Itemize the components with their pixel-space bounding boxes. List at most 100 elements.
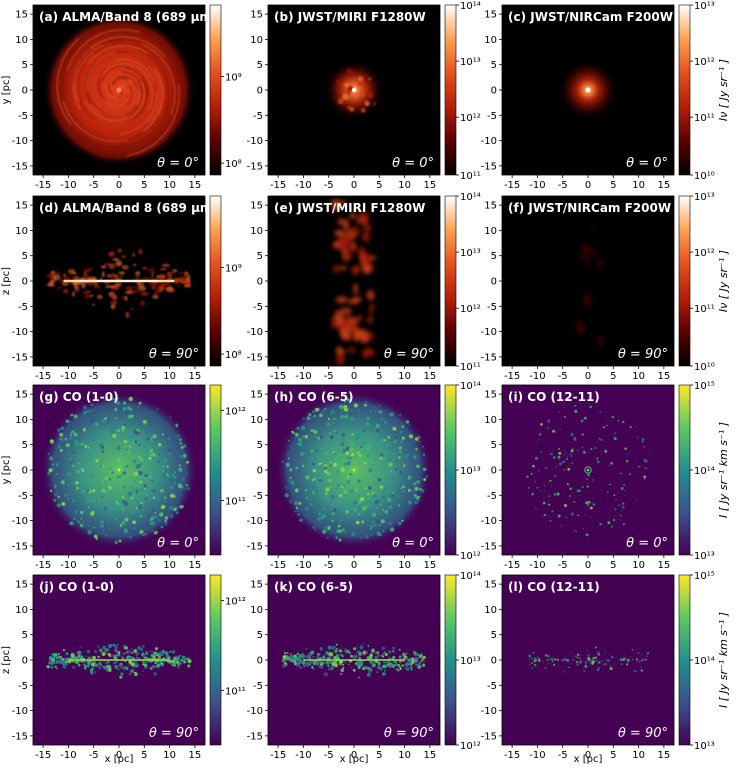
x-tick-label: 5 xyxy=(376,371,382,382)
x-tick-label: 10 xyxy=(632,560,645,571)
x-tick-label: 15 xyxy=(189,750,202,761)
x-tick-label: -10 xyxy=(295,560,311,571)
edge-on-disk xyxy=(46,248,192,318)
y-tick-label: 0 xyxy=(257,466,263,477)
colorbar-tick-label: 10¹⁰ xyxy=(694,362,715,373)
colorbar-tick-label: 10⁸ xyxy=(225,159,242,170)
x-tick-label: -5 xyxy=(558,371,568,382)
x-tick-label: 5 xyxy=(376,560,382,571)
x-tick-label: -5 xyxy=(558,180,568,191)
x-tick-label: 0 xyxy=(585,560,591,571)
x-tick-label: -5 xyxy=(324,180,334,191)
y-tick-label: 5 xyxy=(257,60,263,71)
colorbar-tick-label: 10¹⁴ xyxy=(694,656,715,667)
panel-label: (i) CO (12-11) xyxy=(508,390,600,404)
y-tick-label: 15 xyxy=(484,10,497,21)
y-tick-label: 0 xyxy=(22,656,28,667)
x-tick-label: 10 xyxy=(632,371,645,382)
x-axis-label: x [pc] xyxy=(105,754,134,765)
y-tick-label: -5 xyxy=(253,491,263,502)
x-tick-label: 0 xyxy=(116,750,122,761)
colorbar-tick-label: 10⁹ xyxy=(225,263,242,274)
x-tick-label: 5 xyxy=(610,180,616,191)
y-tick-label: -15 xyxy=(247,161,263,172)
y-tick-label: -10 xyxy=(481,327,497,338)
x-tick-label: -5 xyxy=(324,750,334,761)
y-tick-label: 10 xyxy=(250,605,263,616)
x-tick-label: 15 xyxy=(189,371,202,382)
theta-label: θ = 0° xyxy=(157,536,199,551)
y-tick-label: 10 xyxy=(484,605,497,616)
spiral-filaments xyxy=(54,29,183,159)
panel-1-1: (e) JWST/MIRI F1280W θ = 90° -15 -15 -10 -10 -… xyxy=(247,192,481,382)
x-tick-label: 0 xyxy=(585,180,591,191)
x-tick-label: -5 xyxy=(89,180,99,191)
colorbar-tick-label: 10¹² xyxy=(225,597,246,608)
co-edge-disk xyxy=(528,646,650,673)
x-axis-label: x [pc] xyxy=(574,754,603,765)
x-tick-label: -5 xyxy=(324,560,334,571)
x-tick-label: 10 xyxy=(398,180,411,191)
panel-3-1: (k) CO (6-5) θ = 90° -15 -15 -10 -10 -5 -5 0 0 5 5 1… xyxy=(247,571,481,761)
x-tick-label: -15 xyxy=(35,560,51,571)
co-clumps xyxy=(47,396,191,545)
x-tick-label: 10 xyxy=(398,371,411,382)
y-tick-label: -15 xyxy=(12,352,28,363)
x-tick-label: 5 xyxy=(610,371,616,382)
x-tick-label: -10 xyxy=(60,371,76,382)
y-tick-label: 5 xyxy=(22,60,28,71)
colorbar-tick-label: 10¹² xyxy=(225,407,246,418)
colorbar-tick-label: 10¹³ xyxy=(694,551,715,562)
colorbar-tick-label: 10¹³ xyxy=(694,1,715,12)
x-tick-label: 0 xyxy=(351,750,357,761)
panel-label: (c) JWST/NIRCam F200W xyxy=(508,10,673,24)
x-tick-label: -15 xyxy=(35,750,51,761)
theta-label: θ = 0° xyxy=(157,156,199,171)
y-tick-label: 15 xyxy=(250,580,263,591)
y-tick-label: -10 xyxy=(481,136,497,147)
colorbar-tick-label: 10¹¹ xyxy=(460,362,481,373)
y-tick-label: -15 xyxy=(481,541,497,552)
x-tick-label: -10 xyxy=(60,750,76,761)
colorbar-tick-label: 10¹³ xyxy=(460,656,481,667)
x-tick-label: -10 xyxy=(295,750,311,761)
theta-label: θ = 90° xyxy=(618,347,668,362)
y-axis-label: y [pc] xyxy=(1,76,12,105)
y-tick-label: 5 xyxy=(491,440,497,451)
theta-label: θ = 0° xyxy=(392,536,434,551)
y-tick-label: -5 xyxy=(253,111,263,122)
colorbar-tick-label: 10¹¹ xyxy=(694,113,715,124)
y-tick-label: -15 xyxy=(247,352,263,363)
colorbar-tick-label: 10⁸ xyxy=(225,350,242,361)
colorbar-label: Iν [ Jy sr⁻¹ ] xyxy=(717,59,730,121)
y-tick-label: 0 xyxy=(491,466,497,477)
y-tick-label: -5 xyxy=(18,681,28,692)
colorbar-tick-label: 10¹⁰ xyxy=(694,171,715,182)
x-tick-label: 5 xyxy=(141,560,147,571)
theta-label: θ = 0° xyxy=(392,156,434,171)
x-tick-label: 5 xyxy=(141,180,147,191)
colorbar-tick-label: 10¹³ xyxy=(694,192,715,203)
x-tick-label: 0 xyxy=(351,180,357,191)
colorbar-tick-label: 10¹⁴ xyxy=(460,381,481,392)
x-tick-label: 0 xyxy=(585,371,591,382)
colorbar xyxy=(209,195,222,367)
panel-background xyxy=(502,575,674,745)
y-tick-label: 15 xyxy=(250,10,263,21)
y-tick-label: -5 xyxy=(253,681,263,692)
panel-3-0: (j) CO (1-0) θ = 90° -15 -15 -10 -10 -5 -5 0 0 5 5 1… xyxy=(12,574,246,761)
y-tick-label: 10 xyxy=(250,415,263,426)
y-tick-label: -5 xyxy=(487,491,497,502)
y-tick-label: -5 xyxy=(18,111,28,122)
x-tick-label: -10 xyxy=(529,180,545,191)
x-tick-label: -15 xyxy=(270,560,286,571)
x-tick-label: -10 xyxy=(295,371,311,382)
x-tick-label: 0 xyxy=(116,371,122,382)
panel-background xyxy=(502,196,674,366)
panel-2-0: (g) CO (1-0) θ = 0° -15 -15 -10 -10 -5 -5 0 0 5 5 10… xyxy=(12,384,246,571)
panel-1-0: (d) ALMA/Band 8 (689 μm) θ = 90° -15 -15 -10… xyxy=(12,195,242,382)
y-tick-label: -15 xyxy=(12,541,28,552)
y-tick-label: 5 xyxy=(257,630,263,641)
x-tick-label: 5 xyxy=(376,750,382,761)
